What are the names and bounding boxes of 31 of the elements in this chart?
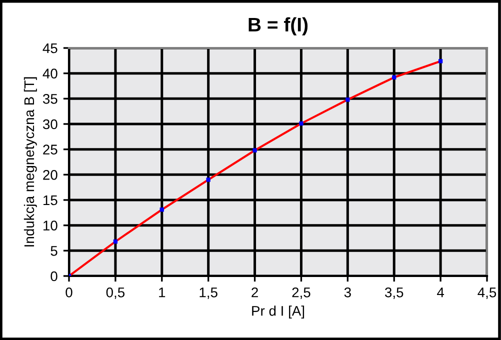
x-tick-label: 4 <box>437 288 444 298</box>
y-tick-label: 20 <box>43 170 58 180</box>
y-tick-label: 40 <box>42 68 58 79</box>
x-tick-label: 3,5 <box>384 287 404 299</box>
point <box>206 178 210 182</box>
x-tick-label: 0,5 <box>106 287 125 299</box>
point <box>113 239 118 244</box>
y-tick-label: 35 <box>42 94 58 104</box>
x-tick-label: 0 <box>66 287 72 298</box>
y-tick-label: 0 <box>50 271 58 282</box>
point <box>392 75 396 80</box>
y-tick-label: 45 <box>42 43 58 54</box>
point <box>438 59 443 64</box>
y-tick-label: 5 <box>50 246 58 256</box>
x-tick-label: 2 <box>252 287 258 298</box>
point <box>252 148 257 152</box>
x-tick-label: 2,5 <box>292 287 310 299</box>
y-tick-label: 25 <box>43 144 58 155</box>
x-axis-title: Pr d I [A] <box>252 306 304 319</box>
point <box>346 98 350 102</box>
x-tick-label: 1 <box>159 288 166 298</box>
x-tick-label: 3 <box>344 287 351 298</box>
y-tick-label: 30 <box>42 119 58 130</box>
x-tick-label: 1,5 <box>200 288 218 299</box>
y-axis-title: Indukcja megnetyczna B [T] <box>24 77 37 246</box>
y-tick-label: 15 <box>44 195 58 206</box>
chart-title: B = f(I) <box>248 17 308 36</box>
y-tick-label: 10 <box>44 220 58 231</box>
x-tick-label: 4,5 <box>478 288 496 299</box>
point <box>160 208 164 212</box>
point <box>299 121 304 126</box>
